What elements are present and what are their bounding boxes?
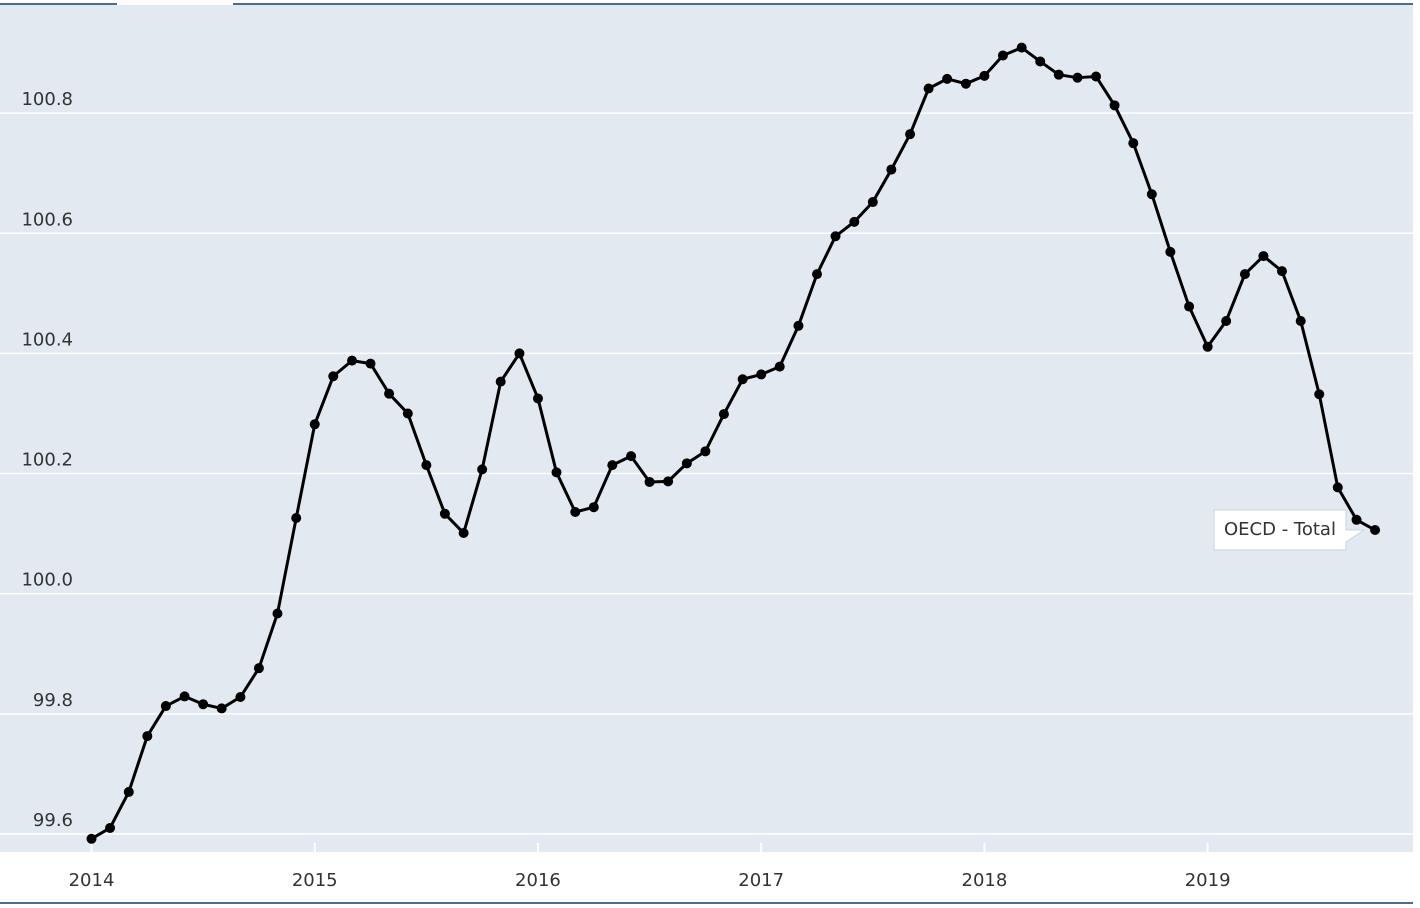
point [458,528,469,539]
point [328,371,339,382]
point [830,231,841,242]
x-tick-label: 2016 [515,870,561,891]
point [793,320,804,331]
point [105,822,116,833]
point [439,508,450,519]
point [663,476,674,487]
point [477,464,488,475]
point [1295,315,1306,326]
point [1016,42,1027,53]
point [1035,56,1046,67]
point [1165,246,1176,257]
series-label: OECD - Total [1213,509,1366,551]
y-tick-label: 99.6 [33,810,73,831]
point [1332,482,1343,493]
plot-background [0,5,1413,852]
line [90,46,1376,841]
point [235,692,246,703]
series-name: OECD - Total [1224,519,1336,540]
point [1109,100,1120,111]
y-tick-label: 100.4 [21,329,73,350]
point [849,216,860,227]
point [309,419,320,430]
label-box [1213,509,1366,551]
point [347,355,358,366]
point [291,513,302,524]
point [626,451,637,462]
point [570,506,581,517]
point [1146,189,1157,200]
point [272,608,283,619]
point [718,409,729,420]
point [867,197,878,208]
point [700,446,711,457]
point [1370,525,1381,536]
point [384,388,395,399]
x-tick-label: 2015 [292,870,338,891]
point [1221,315,1232,326]
point [402,408,413,419]
point [1314,389,1325,400]
point [532,393,543,404]
point [1184,301,1195,312]
grid: 99.6 99.8 100.0 100.2 100.4 100.6 100.8 2014 201… [0,89,1413,891]
x-tick-label: 2014 [69,870,115,891]
point [923,83,934,94]
point [979,70,990,81]
y-tick-label: 99.8 [33,690,73,711]
point [551,467,562,478]
point [886,164,897,175]
y-tick-label: 100.2 [21,450,73,471]
point [1276,266,1287,277]
plot [86,42,1381,844]
point [514,348,525,359]
point [905,129,916,140]
point [160,701,171,712]
point [421,460,432,471]
x-tick-label: 2018 [962,870,1008,891]
point [997,50,1008,61]
y-tick-label: 100.0 [21,570,73,591]
point [1091,71,1102,82]
point [123,786,134,797]
point [253,663,264,674]
point [1072,72,1083,83]
point [1258,251,1269,262]
point [1128,138,1139,149]
point [960,78,971,89]
point [737,374,748,385]
point [607,460,618,471]
point [681,458,692,469]
point [811,269,822,280]
y-tick-label: 100.8 [21,89,73,110]
point [1053,69,1064,80]
point [216,703,227,714]
point [365,358,376,369]
x-tick-label: 2017 [738,870,784,891]
point [1202,341,1213,352]
point [1351,514,1362,525]
y-tick-label: 100.6 [21,209,73,230]
point [198,699,209,710]
point [495,376,506,387]
point [588,502,599,513]
point [756,369,767,380]
point [86,833,97,844]
point [644,476,655,487]
x-tick-label: 2019 [1185,870,1231,891]
point [142,731,153,742]
point [179,691,190,702]
point [942,73,953,84]
point [774,361,785,372]
point [1239,269,1250,280]
